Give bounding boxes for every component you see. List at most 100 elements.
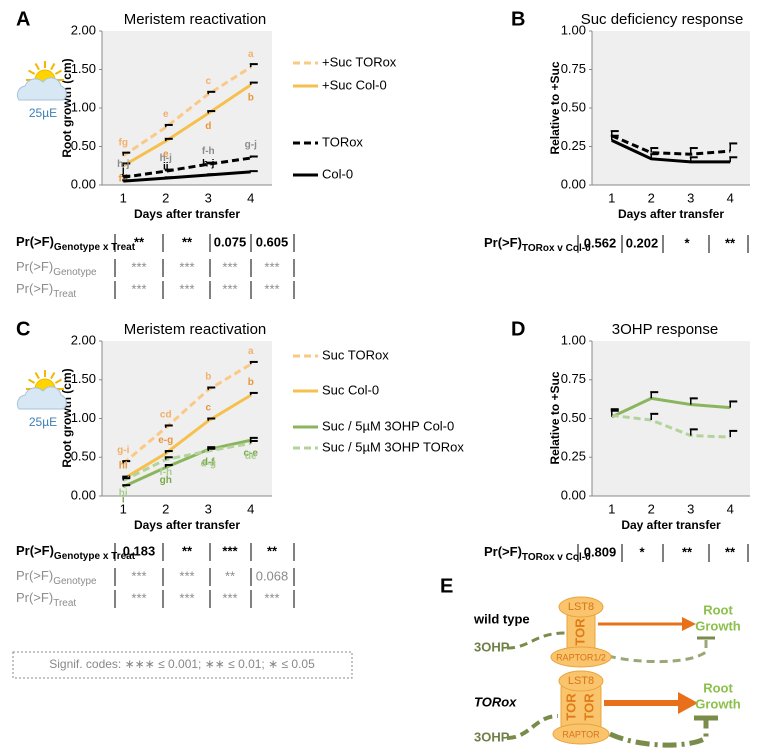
error-bar	[650, 391, 659, 399]
cell-value: **	[682, 544, 693, 559]
error-bar	[207, 417, 216, 421]
error-bar	[207, 447, 216, 452]
x-axis-label: Days after transfer	[134, 518, 240, 532]
row-label: Pr(>F)Treat	[16, 281, 76, 299]
x-tick-label: 3	[687, 190, 694, 205]
row-label-main: Pr(>F)	[16, 590, 53, 605]
row-label-main: Pr(>F)	[16, 568, 53, 583]
error-bar	[122, 174, 131, 178]
y-tick-label: 1.00	[561, 22, 586, 37]
signif-codes: Signif. codes: ∗∗∗ ≤ 0.001; ∗∗ ≤ 0.01; ∗…	[49, 657, 315, 671]
error-bar	[689, 397, 698, 405]
x-tick-label: 3	[205, 190, 212, 205]
legend-label: Suc TORox	[322, 347, 389, 362]
y-tick-label: 0.75	[561, 371, 586, 386]
row-label-sub: Genotype	[53, 267, 97, 278]
cell-value: ***	[264, 281, 279, 296]
x-tick-label: 2	[648, 501, 655, 516]
cell-value: ***	[131, 568, 146, 583]
significance-letter: d-f	[202, 457, 215, 468]
y-tick-label: 0.50	[561, 99, 586, 114]
significance-letter: h-j	[160, 153, 172, 164]
error-bar	[164, 450, 173, 454]
y-tick-label: 1.00	[71, 99, 96, 114]
y-tick-label: 1.00	[71, 410, 96, 425]
error-bar	[164, 168, 173, 172]
x-tick-label: 4	[247, 501, 254, 516]
lst8	[558, 670, 604, 692]
significance-letter: cd	[160, 409, 172, 420]
cell-value: 0.068	[256, 568, 289, 583]
cell-value: *	[684, 235, 690, 250]
row-label-sub: Genotype x Treat	[54, 242, 136, 253]
row-label-sub: Treat	[53, 598, 76, 609]
sun-ray	[34, 63, 40, 71]
cell-value: ***	[222, 281, 237, 296]
tor-label: TOR	[581, 693, 596, 721]
chart-title: Meristem reactivation	[124, 321, 267, 338]
lst8-label: LST8	[568, 675, 594, 687]
cell-value: **	[182, 234, 193, 249]
x-axis-label: Days after transfer	[134, 207, 240, 221]
legend-label: Suc / 5µM 3OHP Col-0	[322, 418, 454, 433]
error-bar	[689, 147, 698, 155]
error-bar	[729, 142, 738, 152]
significance-letter: c-e	[244, 448, 259, 459]
row-label-main: Pr(>F)	[484, 544, 522, 559]
row-label: Pr(>F)Treat	[16, 590, 76, 608]
input-label: 3OHP	[474, 639, 510, 654]
error-bar	[249, 436, 258, 441]
significance-letter: hi	[119, 461, 128, 472]
tor-label: TOR	[572, 618, 587, 646]
row-label: Pr(>F)Genotype	[16, 568, 97, 586]
raptor	[552, 723, 610, 745]
y-axis-label: Root growth (cm)	[60, 58, 74, 157]
row-label-sub: TORox v Col-0	[522, 243, 591, 254]
row-label-sub: Genotype x Treat	[54, 551, 136, 562]
series-line	[611, 138, 731, 164]
legend-label: +Suc Col-0	[322, 77, 387, 92]
genotype-label: wild type	[473, 611, 530, 626]
y-tick-label: 1.50	[71, 371, 96, 386]
y-tick-label: 1.00	[561, 332, 586, 347]
sun-ray	[28, 69, 36, 75]
error-bar	[249, 170, 258, 173]
row-label-main: Pr(>F)	[16, 543, 54, 558]
series-line	[122, 83, 252, 168]
error-bar	[249, 155, 258, 159]
y-tick-label: 1.50	[71, 61, 96, 76]
sun-ray	[50, 63, 56, 71]
x-tick-label: 2	[648, 190, 655, 205]
significance-letter: b	[205, 371, 211, 382]
row-label: Pr(>F)TORox v Col-0	[484, 544, 591, 562]
cell-value: ***	[222, 543, 238, 558]
legend-label: TORox	[322, 134, 363, 149]
error-bar	[729, 400, 738, 408]
y-axis-label: Relative to +Suc	[548, 61, 562, 154]
significance-letter: e	[163, 149, 169, 160]
error-bar	[164, 456, 173, 460]
diagram: E wild type 3OHP LST8 TOR RAPTOR1/2 Root…	[440, 575, 741, 748]
error-bar	[610, 408, 619, 416]
series-line	[122, 438, 252, 489]
significance-letter: b	[248, 93, 254, 104]
error-bar	[122, 484, 131, 487]
significance-letter: i	[122, 494, 125, 505]
light-label: 25µE	[29, 106, 57, 120]
series-line	[122, 362, 252, 465]
cell-value: **	[182, 543, 193, 558]
y-tick-label: 2.00	[71, 22, 96, 37]
series-line	[122, 441, 252, 482]
raptor	[550, 646, 612, 668]
error-bar	[207, 386, 216, 390]
significance-letter: d-g	[200, 459, 216, 470]
error-bar	[122, 179, 131, 182]
significance-letter: a	[248, 346, 254, 357]
output-label: Growth	[695, 618, 741, 633]
error-bar	[164, 123, 173, 128]
error-bar	[689, 428, 698, 436]
significance-letter: f-i	[119, 173, 129, 184]
sun-ray	[50, 372, 56, 380]
legend-label: Col-0	[322, 166, 353, 181]
output-label: Growth	[695, 696, 741, 711]
